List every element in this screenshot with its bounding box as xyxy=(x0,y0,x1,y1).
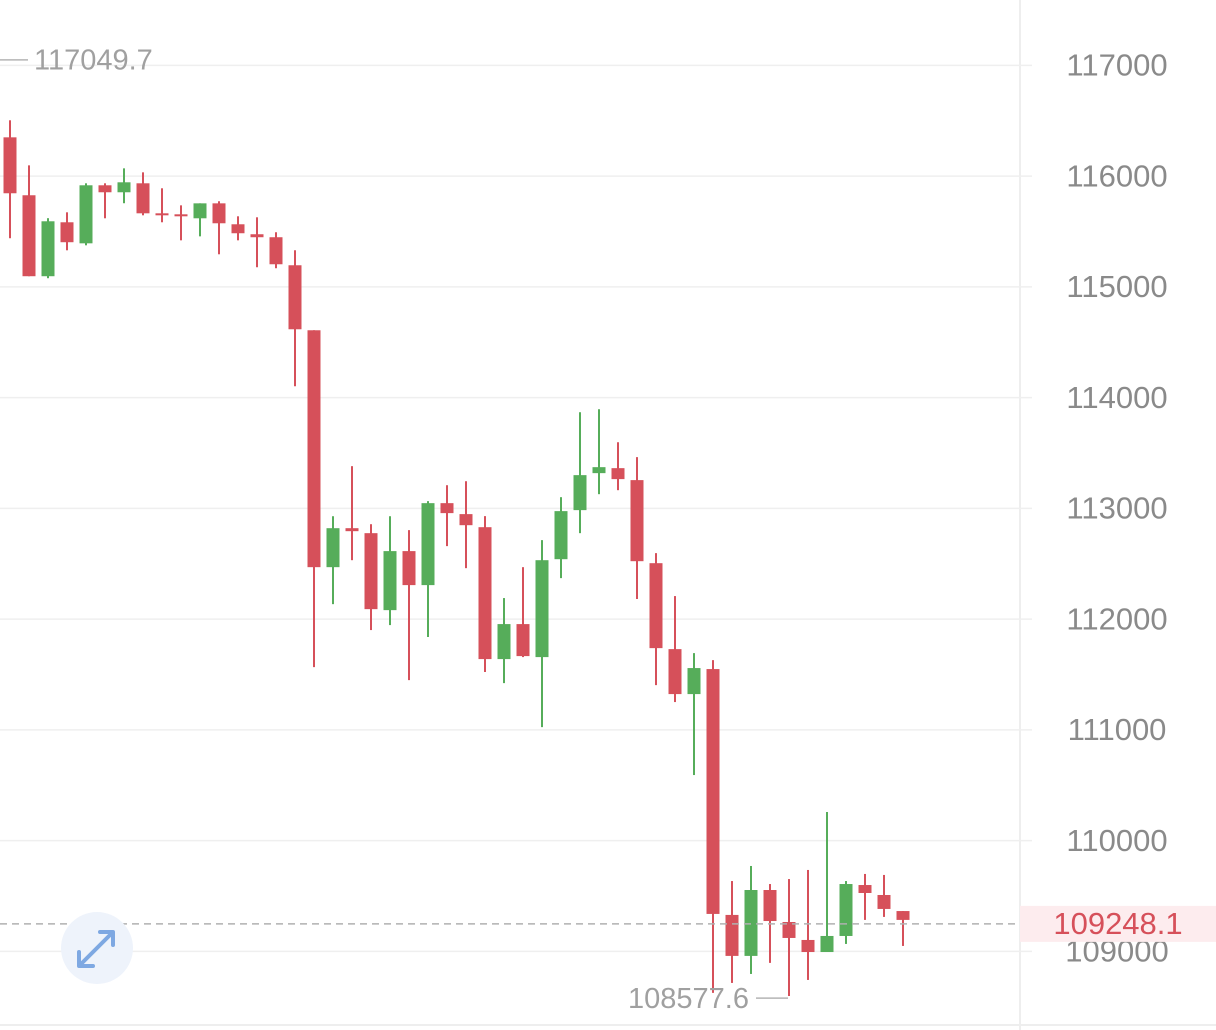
y-tick-label: 114000 xyxy=(1066,380,1167,415)
candle-body xyxy=(307,330,321,568)
candle-body xyxy=(383,551,397,611)
candle-body xyxy=(345,528,359,532)
candle-body xyxy=(839,884,853,936)
candle-body xyxy=(3,137,17,194)
candle-body xyxy=(60,222,74,243)
candle-body xyxy=(250,234,264,238)
candle-body xyxy=(782,922,796,938)
candle-body xyxy=(725,914,739,956)
y-tick-label: 110000 xyxy=(1066,823,1167,858)
candle-body xyxy=(744,890,758,956)
candle-body xyxy=(98,185,112,193)
candle-body xyxy=(763,890,777,922)
candle-body xyxy=(136,183,150,214)
grid xyxy=(0,64,1032,953)
candle-body xyxy=(364,533,378,610)
candle-body xyxy=(820,935,834,953)
min-label: 108577.6 xyxy=(628,983,749,1015)
candle-body xyxy=(706,669,720,914)
candle-body xyxy=(212,203,226,224)
candle-body xyxy=(630,480,644,562)
y-tick-label: 116000 xyxy=(1066,158,1167,193)
candle-body xyxy=(41,221,55,277)
candle-body xyxy=(592,467,606,474)
candle-body xyxy=(858,885,872,893)
candle-body xyxy=(231,224,245,234)
candle-body xyxy=(573,475,587,511)
candle-body xyxy=(478,527,492,660)
y-tick-label: 112000 xyxy=(1066,601,1167,636)
y-tick-label: 115000 xyxy=(1066,269,1167,304)
max-label: 117049.7 xyxy=(34,44,153,76)
candles xyxy=(3,120,910,996)
last-price-box xyxy=(1020,905,1216,942)
candle-body xyxy=(611,468,625,480)
candle-body xyxy=(801,939,815,953)
candle-body xyxy=(896,911,910,920)
candle-body xyxy=(535,560,549,658)
labels: 1090001100001110001120001130001140001150… xyxy=(0,44,1216,1015)
candle-body xyxy=(22,195,36,277)
y-tick-label: 111000 xyxy=(1068,712,1167,747)
candle-body xyxy=(497,624,511,660)
candle-body xyxy=(117,182,131,193)
candle-body xyxy=(554,511,568,560)
expand-button[interactable] xyxy=(61,912,133,984)
candle-body xyxy=(649,563,663,649)
candle-body xyxy=(174,214,188,217)
y-tick-label: 117000 xyxy=(1066,48,1167,83)
candle-body xyxy=(155,213,169,216)
candle-body xyxy=(516,624,530,657)
last-price-label: 109248.1 xyxy=(1053,906,1182,941)
candle-body xyxy=(668,649,682,695)
candle-body xyxy=(269,237,283,265)
candle-body xyxy=(687,668,701,695)
candle-body xyxy=(459,514,473,526)
candle-body xyxy=(326,528,340,568)
candle-body xyxy=(440,503,454,514)
candle-body xyxy=(79,185,93,244)
candle-body xyxy=(288,265,302,330)
y-tick-label: 113000 xyxy=(1066,491,1167,526)
candle-body xyxy=(877,894,891,909)
candle-body xyxy=(193,203,207,219)
candle-body xyxy=(421,503,435,586)
candle-body xyxy=(402,551,416,586)
